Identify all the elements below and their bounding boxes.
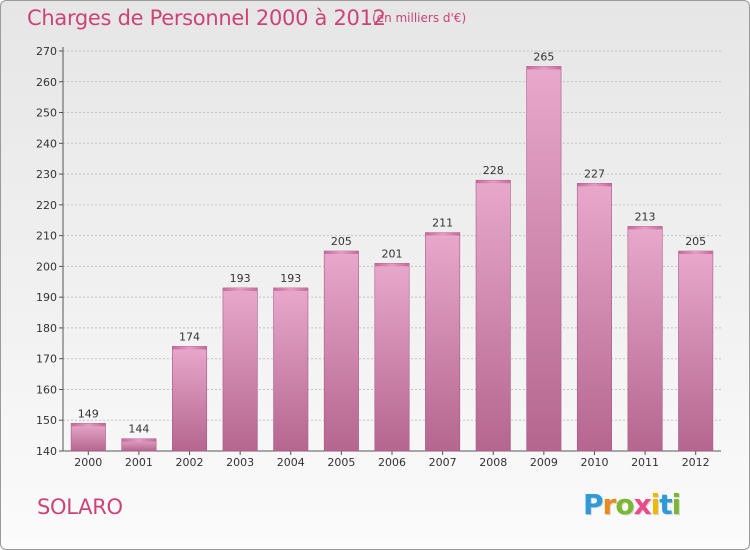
bar-top-2002 bbox=[172, 346, 207, 350]
x-tick-label-2003: 2003 bbox=[226, 456, 254, 469]
x-tick-label-2009: 2009 bbox=[530, 456, 558, 469]
bar-2005 bbox=[323, 250, 359, 452]
logo-letter: r bbox=[602, 488, 617, 521]
chart-title: Charges de Personnel 2000 à 2012 bbox=[27, 6, 386, 30]
value-label-2007: 211 bbox=[432, 217, 453, 230]
logo-letter: t bbox=[659, 488, 672, 521]
bar-top-2001 bbox=[121, 438, 157, 442]
y-tick-label: 220 bbox=[36, 199, 57, 212]
y-tick-label: 210 bbox=[36, 230, 57, 243]
bar-top-2000 bbox=[71, 423, 106, 427]
bar-2011 bbox=[627, 226, 663, 452]
y-tick-label: 150 bbox=[36, 414, 57, 427]
bar-top-2008 bbox=[476, 180, 511, 184]
logo-letter: i bbox=[650, 488, 661, 521]
bar-top-2006 bbox=[374, 263, 410, 267]
y-tick-label: 250 bbox=[36, 107, 57, 120]
bar-2006 bbox=[374, 263, 410, 452]
x-tick-label-2008: 2008 bbox=[479, 456, 507, 469]
bar-top-2003 bbox=[222, 287, 258, 291]
bar-top-2010 bbox=[577, 183, 612, 187]
commune-name: SOLARO bbox=[37, 495, 123, 519]
bar-top-2011 bbox=[627, 226, 663, 230]
y-tick-label: 200 bbox=[36, 260, 57, 273]
y-tick-label: 260 bbox=[36, 76, 57, 89]
value-label-2005: 205 bbox=[331, 235, 352, 248]
value-label-2002: 174 bbox=[179, 330, 200, 343]
y-tick-label: 270 bbox=[36, 45, 57, 58]
x-tick-label-2011: 2011 bbox=[631, 456, 659, 469]
value-label-2010: 227 bbox=[584, 167, 605, 180]
y-tick-label: 170 bbox=[36, 353, 57, 366]
logo-letter: P bbox=[583, 488, 604, 521]
x-tick-label-2001: 2001 bbox=[125, 456, 153, 469]
value-label-2001: 144 bbox=[128, 423, 149, 436]
bar-top-2007 bbox=[425, 232, 460, 236]
bar-2008 bbox=[475, 179, 511, 452]
bar-2000 bbox=[70, 423, 106, 452]
y-tick-label: 160 bbox=[36, 383, 57, 396]
value-label-2000: 149 bbox=[78, 407, 99, 420]
logo-letter: x bbox=[633, 488, 652, 521]
value-label-2012: 205 bbox=[685, 235, 706, 248]
bar-top-2009 bbox=[526, 66, 562, 70]
value-label-2006: 201 bbox=[382, 247, 403, 260]
y-tick-label: 240 bbox=[36, 137, 57, 150]
bar-top-2005 bbox=[324, 251, 359, 254]
x-tick-label-2012: 2012 bbox=[682, 456, 710, 469]
logo-letter: o bbox=[615, 488, 634, 521]
y-tick-label: 230 bbox=[36, 168, 57, 181]
proxiti-logo: Proxiti bbox=[583, 488, 682, 521]
bar-2004 bbox=[273, 287, 309, 452]
x-tick-label-2007: 2007 bbox=[429, 456, 457, 469]
labels: 140 150 160 170 180 190 200 210 220 230 240 250 260 2… bbox=[36, 45, 710, 469]
logo-letter: i bbox=[671, 488, 682, 521]
x-tick-label-2002: 2002 bbox=[176, 456, 204, 469]
bar-2007 bbox=[425, 232, 461, 452]
bar-top-2012 bbox=[678, 251, 713, 254]
value-label-2008: 228 bbox=[483, 164, 504, 177]
value-label-2004: 193 bbox=[280, 272, 301, 285]
value-label-2003: 193 bbox=[230, 272, 251, 285]
bar-2009 bbox=[526, 66, 562, 452]
x-tick-label-2010: 2010 bbox=[580, 456, 608, 469]
chart-subtitle: (en milliers d'€) bbox=[372, 11, 467, 25]
y-tick-label: 190 bbox=[36, 291, 57, 304]
value-label-2011: 213 bbox=[635, 210, 656, 223]
x-tick-label-2005: 2005 bbox=[327, 456, 355, 469]
bar-2003 bbox=[222, 287, 258, 452]
bar-2002 bbox=[172, 346, 208, 452]
x-tick-label-2000: 2000 bbox=[74, 456, 102, 469]
bar-top-2004 bbox=[273, 287, 308, 291]
value-label-2009: 265 bbox=[533, 50, 554, 63]
x-tick-label-2006: 2006 bbox=[378, 456, 406, 469]
x-tick-label-2004: 2004 bbox=[277, 456, 305, 469]
y-tick-label: 180 bbox=[36, 322, 57, 335]
bar-2010 bbox=[576, 183, 612, 452]
bar-2012 bbox=[678, 250, 714, 452]
y-tick-label: 140 bbox=[36, 445, 57, 458]
bars bbox=[70, 66, 714, 452]
